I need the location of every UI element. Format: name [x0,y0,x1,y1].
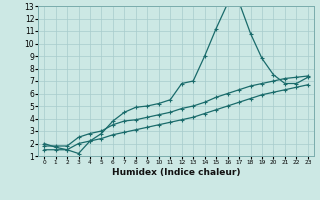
X-axis label: Humidex (Indice chaleur): Humidex (Indice chaleur) [112,168,240,177]
